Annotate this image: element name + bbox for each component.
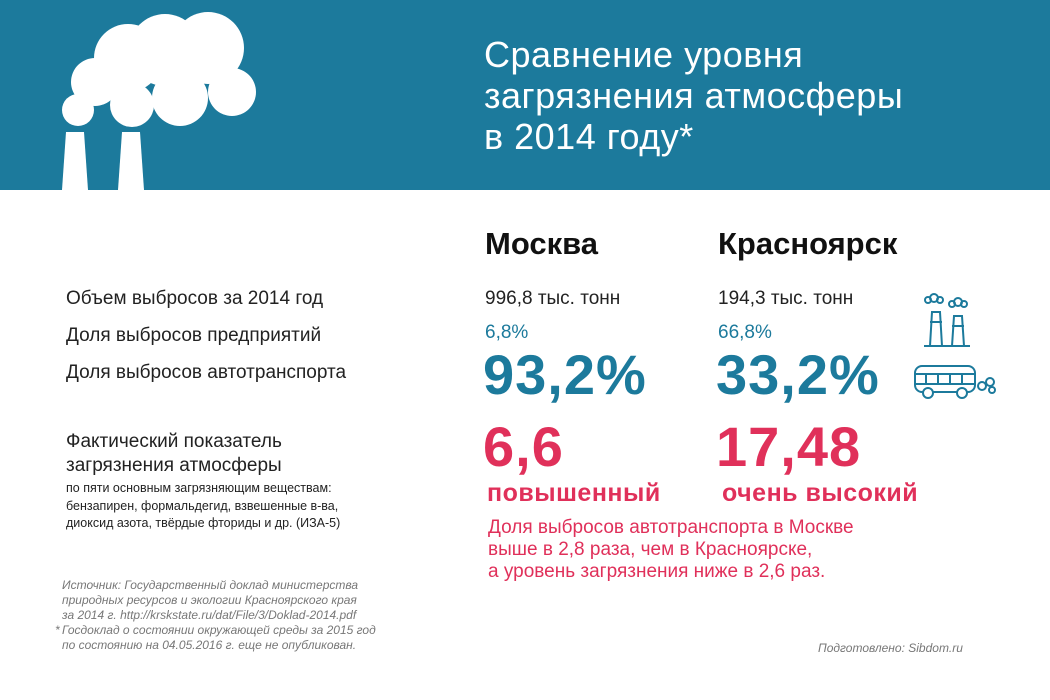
title-line: в 2014 году* [484, 116, 694, 157]
pollution-index-label-line: загрязнения атмосферы [66, 455, 282, 476]
pollution-index-note-line: бензапирен, формальдегид, взвешенные в-в… [66, 498, 339, 513]
factory-icon [924, 293, 970, 347]
pollution-index-note-line: по пяти основным загрязняющим веществам: [66, 481, 332, 495]
pollution-index-label-line: Фактический показатель [66, 431, 282, 452]
moscow-emissions-total: 996,8 тыс. тонн [485, 288, 621, 309]
moscow-pollution-index: 6,6 [483, 415, 564, 478]
krasnoyarsk-pollution-index: 17,48 [716, 415, 862, 478]
bus-icon [914, 365, 996, 399]
factory-smoke-icon [62, 12, 256, 190]
source-line: за 2014 г. http://krskstate.ru/dat/File/… [62, 608, 357, 622]
source-line: Источник: Государственный доклад министе… [62, 578, 359, 592]
conclusion-line: выше в 2,8 раза, чем в Красноярске, [488, 539, 813, 560]
row-label-pollution-index: Фактический показатель загрязнения атмос… [66, 430, 282, 478]
title-line: загрязнения атмосферы [484, 75, 904, 116]
moscow-pollution-level: повышенный [487, 479, 661, 507]
header-banner: Сравнение уровня загрязнения атмосферы в… [0, 0, 1050, 190]
krasnoyarsk-industry-share: 66,8% [718, 322, 772, 343]
krasnoyarsk-emissions-total: 194,3 тыс. тонн [718, 288, 854, 309]
conclusion-text: Доля выбросов автотранспорта в Москве вы… [488, 517, 854, 583]
pollution-index-note: по пяти основным загрязняющим веществам:… [66, 480, 340, 533]
city-moscow-heading: Москва [485, 226, 598, 261]
moscow-industry-share: 6,8% [485, 322, 529, 343]
row-label-industry-share: Доля выбросов предприятий [66, 325, 322, 346]
conclusion-line: а уровень загрязнения ниже в 2,6 раз. [488, 561, 826, 582]
source-note: Источник: Государственный доклад министе… [55, 578, 376, 653]
pollution-index-note-line: диоксид азота, твёрдые фториды и др. (ИЗ… [66, 516, 341, 530]
row-label-transport-share: Доля выбросов автотранспорта [66, 362, 347, 383]
city-krasnoyarsk-heading: Красноярск [718, 226, 898, 261]
krasnoyarsk-transport-share: 33,2% [716, 343, 880, 406]
source-footnote-line: Госдоклад о состоянии окружающей среды з… [55, 623, 376, 638]
source-line: по состоянию на 04.05.2016 г. еще не опу… [62, 638, 357, 652]
krasnoyarsk-pollution-level: очень высокий [722, 479, 919, 507]
row-label-emissions-total: Объем выбросов за 2014 год [66, 288, 324, 309]
title-line: Сравнение уровня [484, 34, 804, 75]
moscow-transport-share: 93,2% [483, 343, 647, 406]
credit-text: Подготовлено: Sibdom.ru [818, 641, 963, 655]
source-line: природных ресурсов и экологии Красноярск… [62, 593, 357, 607]
conclusion-line: Доля выбросов автотранспорта в Москве [488, 517, 854, 538]
page-title: Сравнение уровня загрязнения атмосферы в… [484, 34, 903, 157]
